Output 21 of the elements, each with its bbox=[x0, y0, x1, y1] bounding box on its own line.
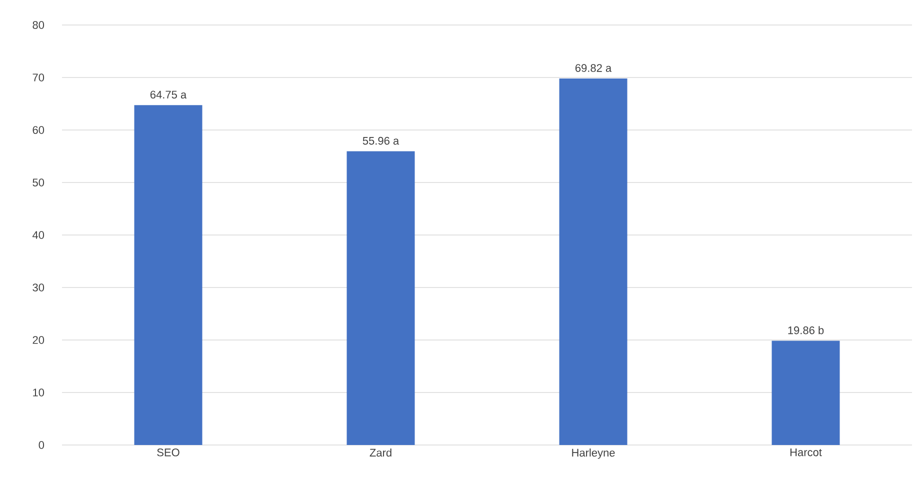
y-tick-label: 70 bbox=[32, 74, 44, 82]
data-label: 64.75 a bbox=[150, 90, 187, 99]
y-tick-label: 30 bbox=[32, 284, 44, 292]
x-tick-label: SEO bbox=[157, 448, 180, 456]
y-tick-label: 40 bbox=[32, 231, 44, 239]
y-tick-label: 50 bbox=[32, 178, 44, 186]
data-label: 19.86 b bbox=[788, 326, 824, 334]
bar bbox=[559, 78, 628, 445]
y-tick-label: 10 bbox=[33, 388, 44, 396]
x-tick-label: Zard bbox=[370, 448, 392, 457]
x-tick-label: Harcot bbox=[790, 448, 822, 456]
x-tick-label: Harleyne bbox=[572, 448, 615, 459]
y-tick-label: 60 bbox=[32, 126, 44, 134]
bar bbox=[134, 105, 202, 445]
y-tick-label: 80 bbox=[32, 21, 44, 29]
data-label: 69.82 a bbox=[575, 64, 612, 72]
bar bbox=[346, 151, 415, 445]
y-tick-label: 0 bbox=[38, 441, 44, 449]
data-label: 55.96 a bbox=[362, 136, 400, 145]
bar bbox=[772, 340, 840, 445]
y-tick-label: 20 bbox=[32, 336, 44, 344]
